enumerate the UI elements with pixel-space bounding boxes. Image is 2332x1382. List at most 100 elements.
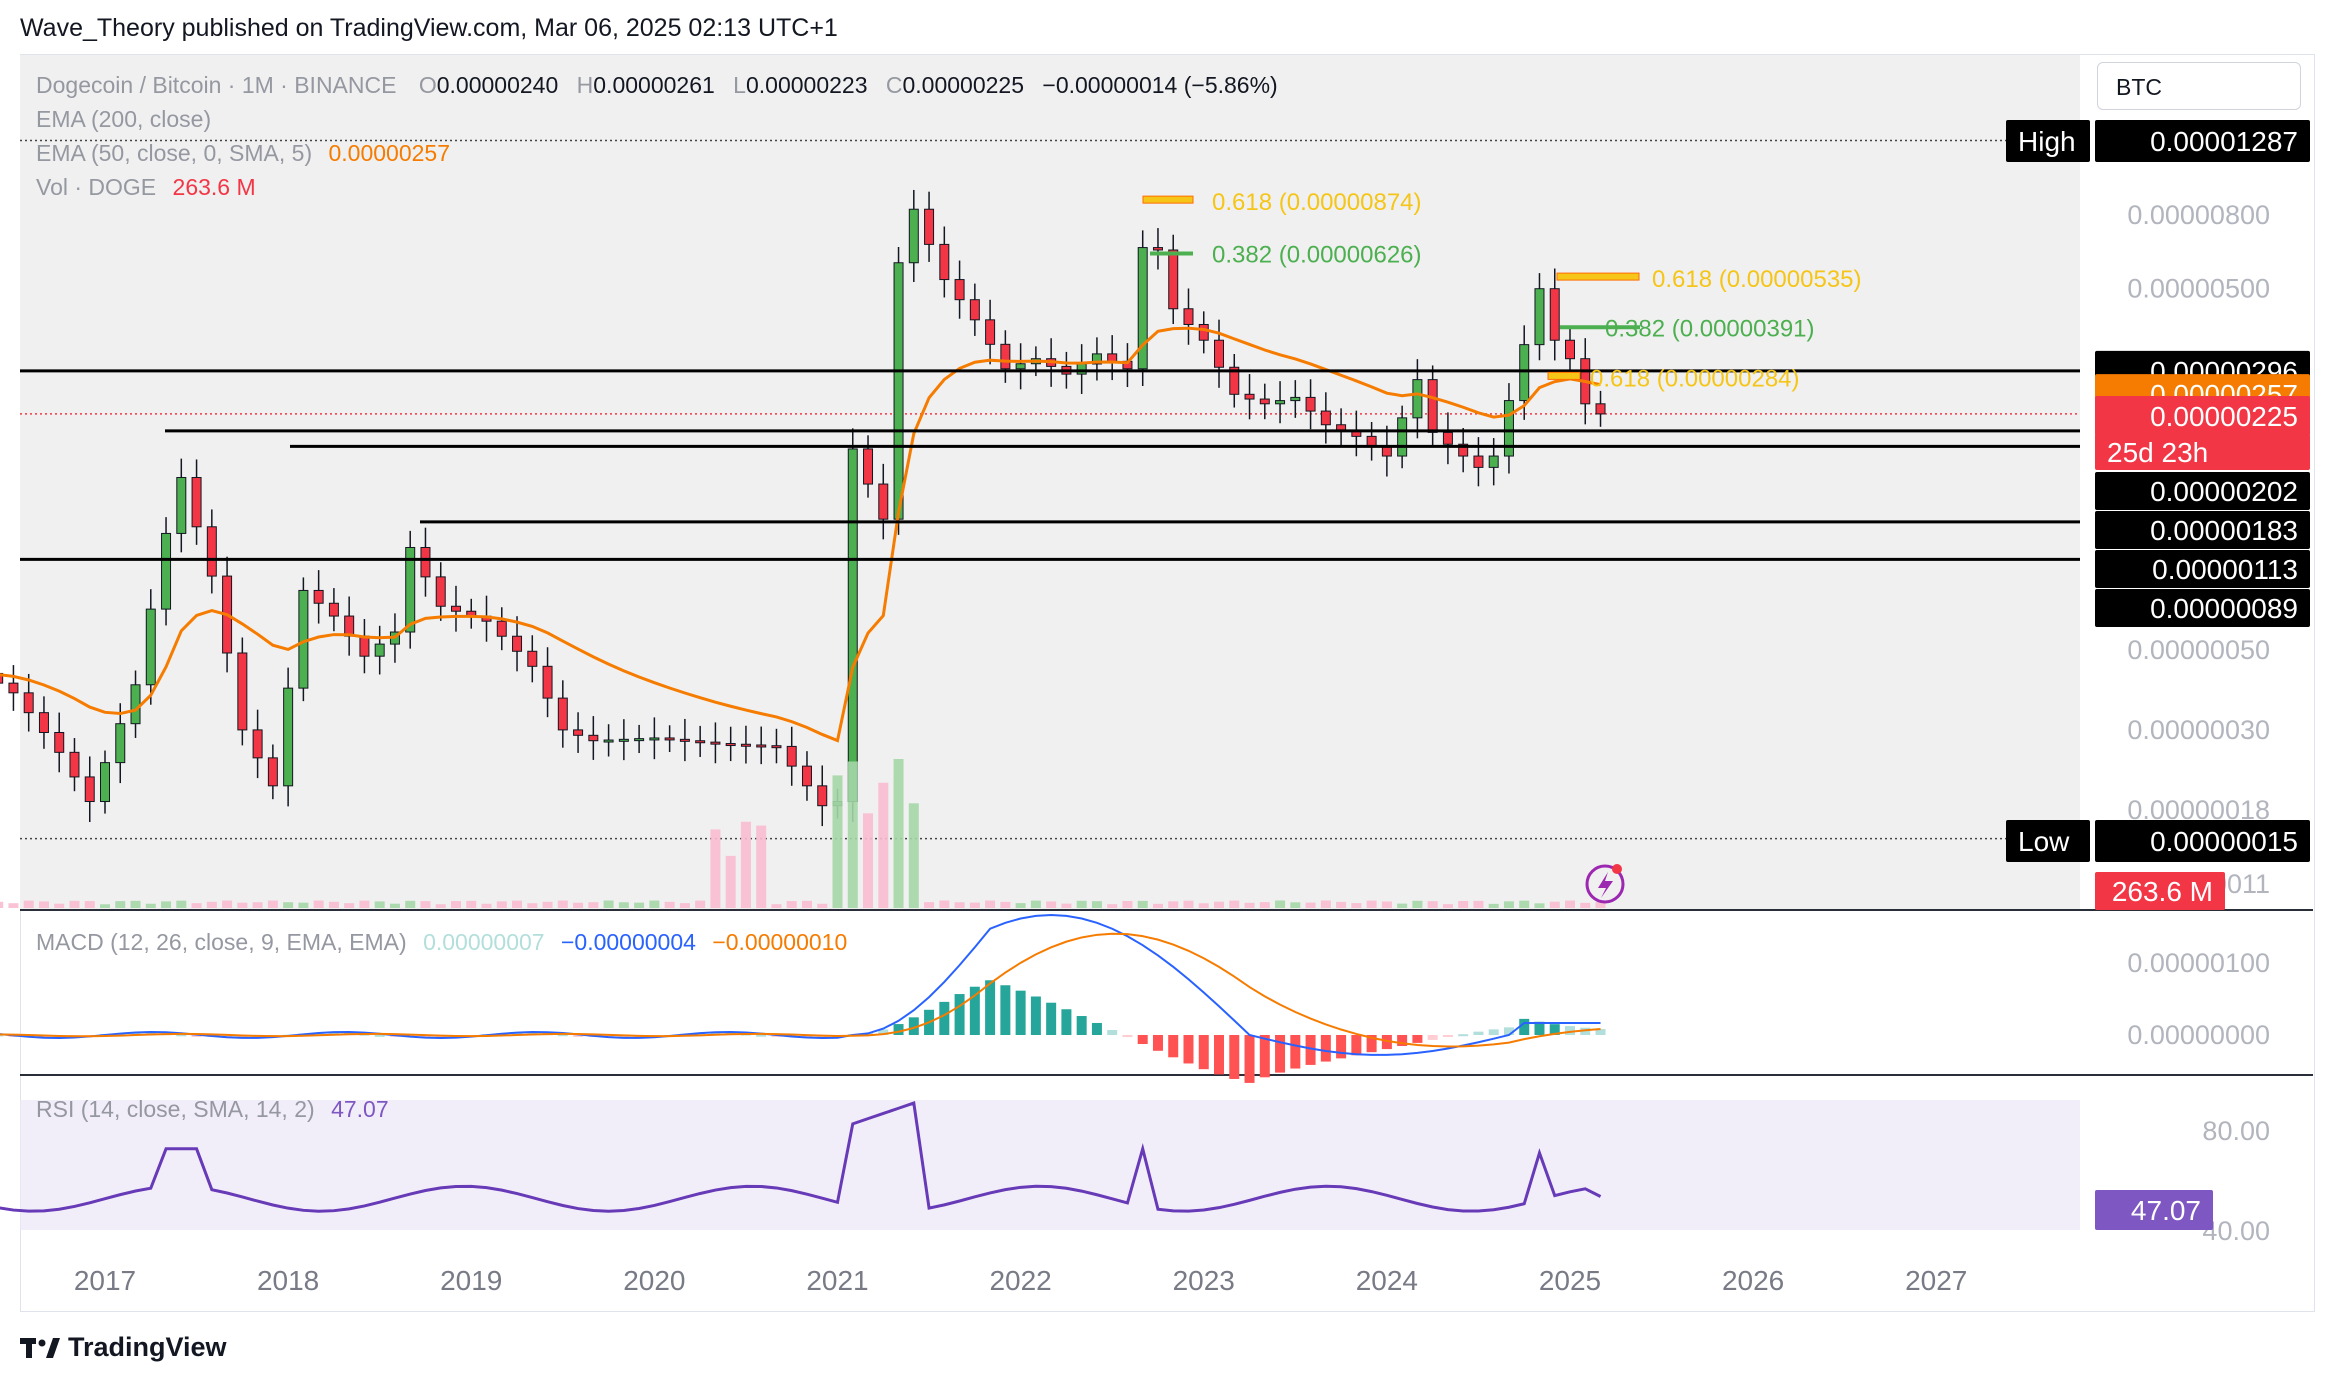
macd-histogram-bar xyxy=(710,1032,721,1035)
candle-body xyxy=(1091,353,1102,365)
candle-body xyxy=(573,729,584,736)
candle xyxy=(969,283,980,336)
candle xyxy=(115,703,126,784)
macd-histogram-bar xyxy=(191,1035,202,1037)
level-tag: 0.00000183 xyxy=(2095,511,2310,549)
candle xyxy=(54,712,65,773)
rsi-label: RSI (14, close, SMA, 14, 2) xyxy=(36,1096,315,1122)
macd-histogram-bar xyxy=(1534,1021,1545,1035)
volume-bar xyxy=(1595,902,1606,908)
macd-histogram-bar xyxy=(1091,1022,1102,1035)
candle xyxy=(1152,228,1163,270)
fib-label: 0.618 (0.00000284) xyxy=(1590,365,1800,392)
macd-histogram-bar xyxy=(1351,1035,1362,1056)
volume-bar xyxy=(1488,903,1499,908)
candle xyxy=(634,724,645,754)
volume-bar xyxy=(405,900,416,908)
macd-histogram-bar xyxy=(756,1034,767,1037)
candle xyxy=(817,765,828,827)
candle xyxy=(954,260,965,319)
macd-histogram-bar xyxy=(573,1035,584,1037)
candle-body xyxy=(1107,353,1118,362)
macd-histogram-bar xyxy=(908,1017,919,1035)
volume-bar xyxy=(374,901,385,908)
volume-bar xyxy=(527,903,538,908)
candle-body xyxy=(38,712,49,733)
candle-body xyxy=(954,279,965,301)
candle-body xyxy=(817,785,828,807)
candle-body xyxy=(1015,363,1026,370)
candle xyxy=(1275,381,1286,424)
candle xyxy=(542,647,553,718)
candle-body xyxy=(1565,339,1575,360)
candle-body xyxy=(1305,396,1316,412)
candle-body xyxy=(267,757,278,787)
volume-bar xyxy=(1229,900,1240,908)
macd-histogram-bar xyxy=(893,1024,904,1035)
volume-bar xyxy=(69,900,80,908)
candle xyxy=(1549,268,1560,361)
candle xyxy=(939,226,950,298)
volume-bar xyxy=(908,803,919,908)
candle-body xyxy=(1534,288,1545,346)
candle-body xyxy=(771,745,782,749)
candle-body xyxy=(313,589,324,604)
volume-bar xyxy=(389,903,400,908)
macd-histogram-bar xyxy=(1275,1035,1286,1073)
volume-bar xyxy=(283,902,294,908)
volume-bar xyxy=(1259,902,1270,908)
macd-histogram-bar xyxy=(176,1034,187,1037)
macd-histogram-bar xyxy=(1122,1035,1133,1038)
candle-body xyxy=(801,765,812,787)
macd-histogram-bar xyxy=(1030,996,1041,1035)
candle xyxy=(328,588,339,632)
time-axis-tick: 2023 xyxy=(1173,1265,1235,1296)
symbol-title: Dogecoin / Bitcoin · 1M · BINANCE xyxy=(36,72,397,98)
candle xyxy=(649,717,660,760)
candle xyxy=(420,527,431,597)
candle xyxy=(801,751,812,801)
candle xyxy=(1229,354,1240,408)
main-legend: Dogecoin / Bitcoin · 1M · BINANCE O0.000… xyxy=(36,72,1278,99)
open-label: O xyxy=(418,72,437,98)
volume-tag-text: 263.6 M xyxy=(2112,876,2213,907)
rsi-value-tag-text: 47.07 xyxy=(2131,1195,2201,1226)
candle xyxy=(313,570,324,624)
ema50-value: 0.00000257 xyxy=(328,140,451,166)
candle-body xyxy=(847,448,858,803)
rsi-axis-tick: 80.00 xyxy=(2202,1116,2270,1146)
candle xyxy=(496,607,507,651)
change-value: −0.00000014 (−5.86%) xyxy=(1042,72,1278,98)
candle xyxy=(69,738,80,792)
candle-body xyxy=(1503,400,1514,457)
candle xyxy=(191,459,202,545)
macd-signal-line xyxy=(0,932,1601,1048)
candle-body xyxy=(710,741,721,745)
notification-dot xyxy=(1612,864,1622,874)
volume-bar xyxy=(1000,901,1011,908)
candle-body xyxy=(863,448,874,485)
candle-body xyxy=(115,723,126,764)
candle xyxy=(573,712,584,753)
macd-histogram-bar xyxy=(1519,1018,1530,1035)
time-axis-tick: 2022 xyxy=(989,1265,1051,1296)
candle-body xyxy=(405,546,416,633)
close-label: C xyxy=(885,72,903,98)
volume-bar xyxy=(679,903,690,908)
candle-body xyxy=(130,684,141,725)
macd-histogram-bar xyxy=(1107,1030,1118,1035)
candle-body xyxy=(161,532,172,610)
macd-histogram-bar xyxy=(1427,1035,1438,1040)
high-value-tag-bg xyxy=(2095,120,2310,162)
candle-body xyxy=(664,737,675,741)
candle xyxy=(924,191,935,262)
volume-bar xyxy=(23,900,34,908)
rsi-value-tag: 47.07 xyxy=(2095,1190,2213,1230)
candle xyxy=(161,517,172,626)
volume-bar xyxy=(832,775,843,908)
tradingview-footer[interactable]: TradingView xyxy=(20,1332,227,1363)
macd-legend: MACD (12, 26, close, 9, EMA, EMA) 0.0000… xyxy=(36,929,847,956)
time-axis-tick: 2021 xyxy=(806,1265,868,1296)
currency-selector[interactable]: BTC xyxy=(2097,62,2301,110)
